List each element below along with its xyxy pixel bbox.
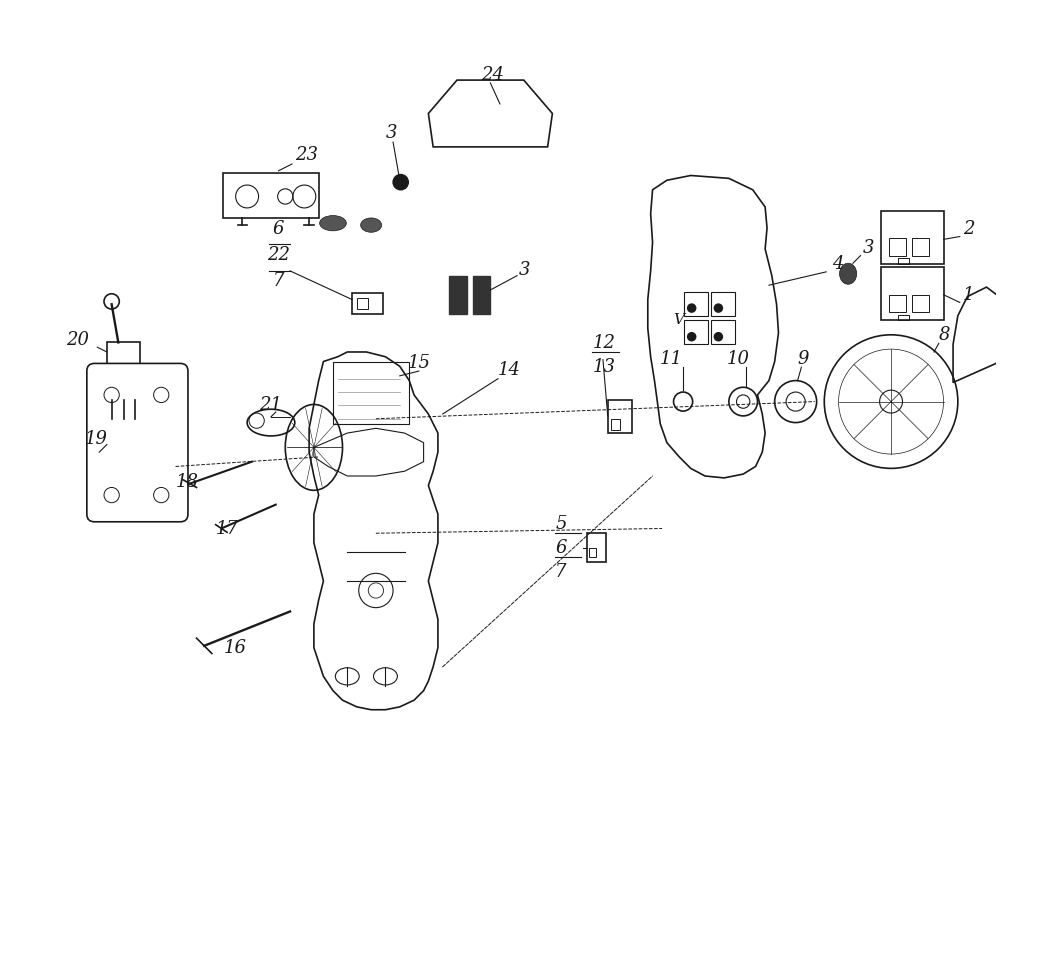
Text: 17: 17 (216, 519, 239, 537)
Text: 7: 7 (273, 272, 284, 290)
Bar (711, 321, 735, 345)
Bar (333, 362, 409, 424)
Text: 3: 3 (385, 124, 397, 142)
Text: 6: 6 (555, 538, 567, 557)
Bar (352, 294, 383, 314)
Bar (473, 276, 490, 314)
Text: 15: 15 (407, 354, 431, 372)
FancyBboxPatch shape (880, 268, 944, 321)
Bar (357, 298, 368, 310)
Text: 23: 23 (295, 146, 318, 164)
Bar (711, 293, 735, 316)
Bar (912, 295, 929, 313)
Text: 22: 22 (267, 246, 290, 264)
Bar (898, 259, 909, 265)
Text: 9: 9 (797, 350, 809, 368)
Bar (589, 548, 596, 558)
Bar (610, 419, 620, 431)
Bar (912, 239, 929, 256)
Text: 3: 3 (863, 238, 874, 256)
Ellipse shape (840, 264, 856, 285)
Circle shape (687, 304, 696, 314)
Ellipse shape (360, 219, 382, 233)
Bar (449, 276, 466, 314)
Bar (684, 293, 708, 316)
Text: V: V (674, 313, 684, 327)
Bar (607, 400, 631, 434)
Text: 8: 8 (938, 325, 950, 343)
Text: 13: 13 (593, 357, 616, 375)
Text: 11: 11 (660, 350, 683, 368)
Text: 4: 4 (831, 254, 844, 273)
Bar (684, 321, 708, 345)
Text: 5: 5 (555, 515, 567, 533)
Text: 12: 12 (593, 334, 616, 352)
Bar (898, 315, 909, 321)
Text: 18: 18 (175, 472, 198, 490)
Text: 2: 2 (962, 219, 974, 237)
Circle shape (713, 333, 723, 342)
Text: 19: 19 (85, 429, 108, 447)
Bar (890, 239, 906, 256)
Text: 21: 21 (260, 395, 282, 414)
Bar (890, 295, 906, 313)
Bar (107, 343, 140, 400)
Text: 6: 6 (273, 219, 284, 237)
Circle shape (687, 333, 696, 342)
FancyBboxPatch shape (223, 173, 319, 219)
Circle shape (393, 175, 408, 191)
Text: 3: 3 (519, 260, 530, 278)
Ellipse shape (320, 216, 347, 232)
Text: 20: 20 (65, 331, 89, 349)
FancyBboxPatch shape (880, 212, 944, 265)
Text: 10: 10 (727, 350, 750, 368)
Text: 16: 16 (223, 639, 246, 657)
Text: 1: 1 (962, 285, 974, 303)
FancyBboxPatch shape (87, 364, 188, 522)
Bar (586, 534, 606, 562)
Text: 24: 24 (481, 66, 503, 84)
Text: 7: 7 (555, 562, 567, 580)
Text: 14: 14 (498, 360, 521, 378)
Circle shape (713, 304, 723, 314)
